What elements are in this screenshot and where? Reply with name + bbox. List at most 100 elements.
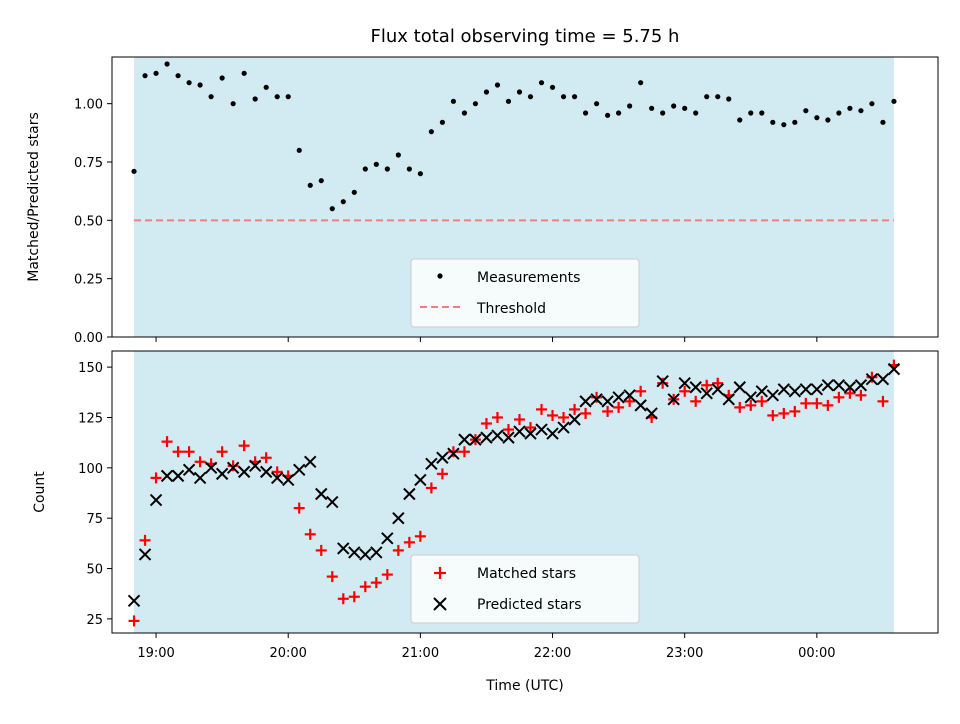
measurement-point: [142, 73, 148, 79]
top-y-tick-label: 0.75: [74, 156, 103, 171]
predicted-star-point: [744, 391, 757, 404]
measurement-point: [891, 98, 897, 104]
matched-star-point: [326, 571, 338, 583]
measurement-point: [219, 75, 225, 81]
measurements-series: [131, 61, 897, 212]
predicted-star-point: [337, 542, 350, 555]
measurement-point: [241, 70, 247, 76]
predicted-star-point: [381, 532, 394, 545]
matched-star-point: [359, 581, 371, 593]
bottom-y-axis: 25 50 75 100 125 150: [78, 361, 112, 628]
matched-star-point: [767, 409, 779, 421]
matched-star-point: [337, 593, 349, 605]
measurement-point: [858, 108, 864, 114]
matched-star-point: [690, 395, 702, 407]
predicted-stars-series: [127, 362, 901, 607]
predicted-star-point: [237, 465, 251, 479]
matched-star-point: [227, 460, 239, 472]
predicted-star-point: [138, 548, 152, 561]
bottom-legend-box: [410, 554, 640, 624]
matched-star-point: [172, 446, 184, 458]
measurement-point: [450, 98, 457, 104]
predicted-star-point: [149, 493, 163, 507]
predicted-star-point: [568, 413, 581, 426]
predicted-star-point: [447, 447, 460, 460]
measurement-point: [693, 110, 699, 116]
predicted-star-point: [854, 379, 868, 392]
measurement-point: [263, 84, 269, 90]
matched-star-point: [756, 395, 768, 407]
measurement-point: [671, 103, 677, 109]
matched-star-point: [502, 424, 514, 436]
measurement-point: [351, 189, 357, 195]
predicted-star-point: [425, 457, 438, 471]
matched-star-point: [745, 399, 757, 411]
predicted-star-point: [326, 495, 339, 509]
predicted-star-point: [843, 381, 857, 394]
bottom-x-tick-label: 21:00: [402, 646, 439, 661]
predicted-star-point: [215, 467, 229, 481]
predicted-star-point: [259, 465, 273, 479]
matched-star-point: [877, 395, 889, 407]
matched-star-point: [679, 385, 691, 397]
measurement-point: [880, 119, 886, 125]
predicted-star-point: [722, 393, 735, 406]
measurement-point: [472, 101, 479, 107]
bottom-x-axis-label: Time (UTC): [485, 678, 563, 694]
measurement-point: [131, 168, 137, 174]
measurement-point: [274, 94, 280, 100]
top-plot-frame: [111, 56, 939, 338]
matched-star-point: [436, 468, 448, 480]
predicted-star-point: [226, 461, 240, 475]
bottom-y-tick-label: 25: [86, 613, 103, 628]
measurement-point: [726, 96, 732, 102]
bottom-legend: Matched stars Predicted stars: [410, 554, 640, 624]
top-legend: Measurements Threshold: [410, 258, 640, 328]
measurement-point: [318, 178, 324, 184]
predicted-star-point: [535, 423, 548, 436]
measurement-point: [395, 152, 401, 158]
measurement-point: [340, 199, 346, 205]
predicted-star-point: [171, 469, 185, 483]
matched-star-point: [491, 411, 503, 423]
matched-star-point: [525, 422, 537, 434]
matched-star-point: [866, 371, 878, 383]
matched-star-point: [150, 472, 162, 484]
measurement-point: [208, 94, 214, 100]
predicted-star-point: [403, 487, 416, 501]
predicted-star-point: [392, 511, 405, 525]
predicted-star-point: [282, 473, 295, 487]
predicted-star-point: [557, 421, 570, 434]
matched-star-point: [216, 446, 228, 458]
predicted-star-point: [865, 372, 879, 386]
top-y-tick-label: 1.00: [74, 98, 103, 113]
bottom-y-tick-label: 125: [78, 411, 103, 426]
matched-star-point: [447, 446, 459, 458]
measurement-point: [505, 98, 512, 104]
predicted-star-point: [304, 455, 317, 468]
predicted-star-point: [887, 362, 901, 376]
measurement-point: [186, 80, 192, 86]
matched-star-point: [657, 377, 669, 389]
predicted-star-point: [315, 487, 328, 501]
matched-star-point: [381, 569, 393, 581]
predicted-star-point: [711, 383, 724, 396]
matched-star-point: [591, 391, 603, 403]
top-panel: Flux total observing time = 5.75 h 0.000…: [26, 26, 939, 346]
measurement-point: [847, 105, 853, 111]
matched-star-point: [547, 409, 559, 421]
predicted-star-point: [248, 459, 262, 473]
predicted-star-point: [810, 383, 824, 396]
matched-star-point: [194, 456, 206, 468]
matched-star-point: [734, 401, 746, 413]
matched-star-point: [139, 534, 151, 546]
bottom-x-tick-label: 00:00: [798, 646, 835, 661]
matched-star-point: [370, 577, 382, 589]
measurement-point: [197, 82, 203, 88]
measurement-point: [582, 110, 589, 116]
predicted-star-point: [645, 407, 658, 420]
measurement-point: [483, 89, 490, 95]
matched-star-point: [580, 407, 592, 419]
bottom-plot-frame: [111, 350, 939, 634]
matched-star-point: [271, 466, 283, 478]
